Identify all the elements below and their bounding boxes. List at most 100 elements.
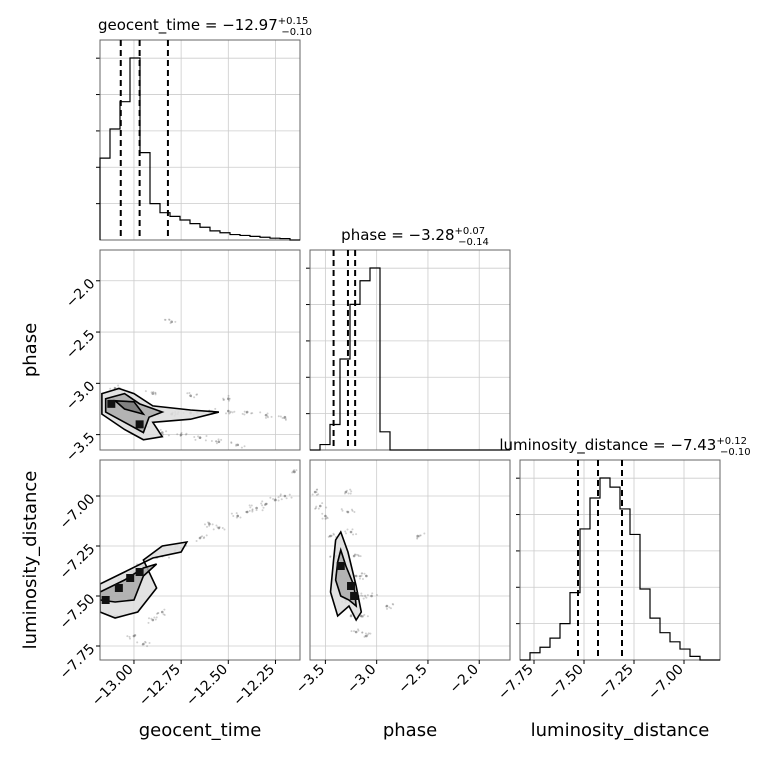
sample-point bbox=[264, 413, 268, 417]
sample-point bbox=[274, 498, 277, 501]
sample-point bbox=[266, 415, 269, 418]
sample-point bbox=[240, 446, 243, 449]
sample-point bbox=[154, 392, 157, 395]
sample-point bbox=[366, 594, 369, 597]
sample-point bbox=[262, 506, 265, 509]
sample-point bbox=[223, 528, 226, 531]
sample-point bbox=[211, 523, 214, 526]
sample-point bbox=[128, 637, 131, 640]
sample-point bbox=[165, 430, 168, 433]
sample-point bbox=[283, 415, 287, 419]
sample-point bbox=[154, 391, 157, 394]
sample-point bbox=[162, 613, 165, 616]
panel-frame bbox=[519, 459, 721, 661]
panel-frame bbox=[99, 249, 301, 451]
y-tick-label: −3.0 bbox=[63, 378, 98, 413]
density-peak bbox=[135, 420, 144, 429]
sample-point bbox=[134, 633, 137, 636]
sample-point bbox=[215, 442, 218, 445]
sample-point bbox=[204, 439, 207, 442]
sample-point bbox=[389, 607, 392, 610]
sample-point bbox=[144, 641, 147, 644]
sample-point bbox=[255, 506, 258, 510]
sample-point bbox=[385, 605, 388, 608]
sample-point bbox=[321, 502, 324, 505]
sample-point bbox=[160, 431, 164, 434]
sample-point bbox=[315, 493, 318, 496]
sample-point bbox=[330, 534, 333, 537]
panel-title: geocent_time = −12.97+0.15 −0.10 bbox=[98, 16, 312, 38]
sample-point bbox=[363, 572, 366, 575]
sample-point bbox=[245, 511, 248, 514]
sample-point bbox=[314, 507, 317, 510]
sample-point bbox=[146, 645, 149, 648]
sample-point bbox=[215, 440, 218, 443]
density-contour bbox=[112, 399, 146, 416]
sample-point bbox=[223, 398, 226, 401]
sample-point bbox=[179, 433, 183, 436]
sample-point bbox=[385, 607, 388, 610]
sample-point bbox=[344, 490, 348, 494]
sample-point bbox=[315, 505, 318, 508]
sample-point bbox=[349, 488, 352, 491]
sample-point bbox=[221, 527, 224, 530]
sample-point bbox=[279, 493, 282, 496]
hist-panel-geocent_time: geocent_time = −12.97+0.15 −0.10 bbox=[96, 16, 312, 241]
sample-point bbox=[214, 407, 217, 410]
sample-point bbox=[261, 509, 264, 512]
sample-point bbox=[214, 440, 217, 443]
sample-point bbox=[186, 392, 189, 395]
sample-point bbox=[279, 494, 282, 497]
sample-point bbox=[371, 592, 374, 595]
sample-point bbox=[207, 521, 210, 524]
sample-point bbox=[126, 635, 129, 638]
sample-point bbox=[311, 493, 314, 496]
sample-point bbox=[363, 613, 366, 616]
sample-point bbox=[203, 536, 206, 539]
density-peak bbox=[107, 399, 116, 408]
sample-point bbox=[150, 391, 153, 394]
sample-point bbox=[259, 411, 262, 414]
sample-point bbox=[277, 499, 280, 502]
sample-point bbox=[292, 470, 295, 473]
sample-point bbox=[235, 516, 238, 519]
sample-point bbox=[370, 594, 373, 598]
sample-point bbox=[359, 575, 362, 578]
sample-point bbox=[349, 530, 353, 534]
panel-content bbox=[101, 318, 287, 449]
sample-point bbox=[132, 634, 136, 638]
sample-point bbox=[195, 393, 198, 396]
sample-point bbox=[364, 634, 367, 637]
sample-point bbox=[340, 508, 343, 511]
sample-point bbox=[359, 555, 362, 558]
sample-point bbox=[208, 524, 211, 527]
sample-point bbox=[318, 504, 322, 508]
sample-point bbox=[274, 498, 277, 502]
sample-point bbox=[357, 628, 360, 631]
sample-point bbox=[167, 434, 170, 437]
sample-point bbox=[156, 612, 159, 615]
sample-point bbox=[266, 412, 269, 415]
sample-point bbox=[314, 507, 317, 510]
sample-point bbox=[355, 533, 358, 536]
hist-panel-luminosity_distance: luminosity_distance = −7.43+0.12 −0.10 bbox=[499, 436, 751, 661]
sample-point bbox=[280, 498, 283, 501]
sample-point bbox=[376, 593, 379, 596]
sample-point bbox=[352, 554, 356, 558]
sample-point bbox=[239, 516, 242, 519]
sample-point bbox=[267, 416, 270, 419]
sample-point bbox=[365, 574, 368, 578]
sample-point bbox=[290, 496, 293, 499]
sample-point bbox=[216, 526, 219, 529]
sample-point bbox=[329, 555, 332, 558]
density-peak bbox=[126, 574, 135, 582]
sample-point bbox=[321, 512, 324, 515]
sample-point bbox=[227, 394, 230, 397]
sample-point bbox=[168, 318, 171, 321]
sample-point bbox=[144, 390, 147, 393]
sample-point bbox=[230, 512, 233, 515]
sample-point bbox=[169, 322, 172, 325]
density-contour bbox=[100, 540, 189, 619]
sample-point bbox=[351, 509, 354, 512]
sample-point bbox=[313, 490, 317, 494]
